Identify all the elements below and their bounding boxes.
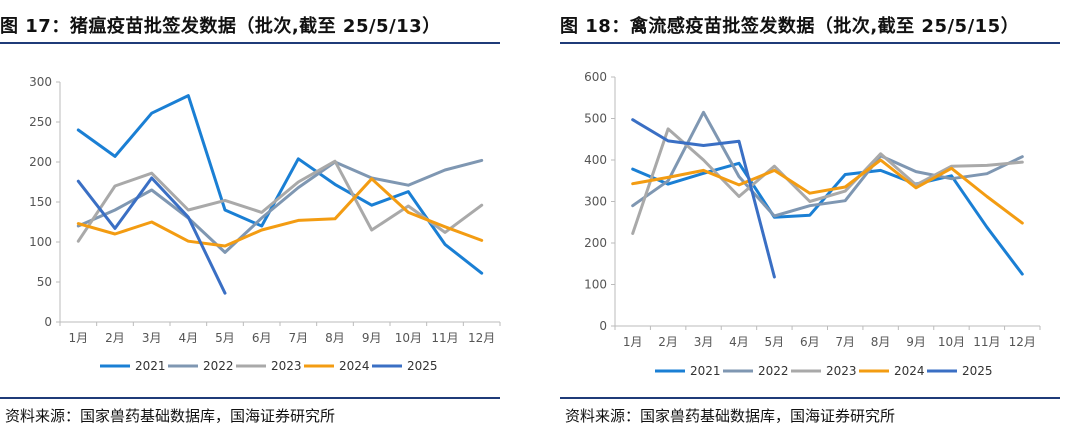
x-tick-label: 2月	[105, 331, 125, 345]
legend-label-2025: 2025	[407, 359, 438, 373]
source-rule	[560, 397, 1060, 399]
y-tick-label: 0	[599, 319, 607, 333]
x-tick-label: 10月	[395, 331, 422, 345]
x-tick-label: 8月	[325, 331, 345, 345]
chart-title: 图 18：禽流感疫苗批签发数据（批次,截至 25/5/15）	[560, 16, 1020, 37]
x-tick-label: 2月	[658, 335, 678, 349]
y-tick-label: 300	[29, 75, 52, 89]
legend-label-2023: 2023	[271, 359, 302, 373]
x-tick-label: 12月	[468, 331, 495, 345]
series-line-2022	[76, 158, 484, 254]
series-line-2021	[76, 94, 484, 275]
x-tick-label: 5月	[215, 331, 235, 345]
y-tick-label: 150	[29, 195, 52, 209]
x-tick-label: 9月	[906, 335, 926, 349]
y-tick-label: 600	[584, 70, 607, 84]
x-tick-label: 6月	[800, 335, 820, 349]
y-tick-label: 300	[584, 195, 607, 209]
x-tick-label: 11月	[973, 335, 1000, 349]
x-tick-label: 1月	[69, 331, 89, 345]
legend-label-2021: 2021	[690, 364, 721, 378]
series-line-2025	[76, 176, 227, 295]
y-tick-label: 400	[584, 153, 607, 167]
legend-label-2022: 2022	[758, 364, 789, 378]
y-tick-label: 100	[29, 235, 52, 249]
x-tick-label: 5月	[765, 335, 785, 349]
series-line-2025	[631, 118, 776, 279]
x-tick-label: 4月	[179, 331, 199, 345]
y-tick-label: 500	[584, 112, 607, 126]
title-rule	[0, 42, 500, 44]
x-tick-label: 3月	[694, 335, 714, 349]
y-tick-label: 0	[44, 315, 52, 329]
y-tick-label: 100	[584, 278, 607, 292]
x-tick-label: 9月	[362, 331, 382, 345]
legend-label-2023: 2023	[826, 364, 857, 378]
series-line-2024	[631, 158, 1024, 225]
x-tick-label: 8月	[871, 335, 891, 349]
source-rule	[0, 397, 500, 399]
chart-panel-pig-fever: 图 17：猪瘟疫苗批签发数据（批次,截至 25/5/13） 0 50 100 150 2…	[0, 0, 520, 447]
series-line-2024	[76, 177, 484, 248]
chart-panel-avian-flu: 图 18：禽流感疫苗批签发数据（批次,截至 25/5/15） 0 100 200 30…	[560, 0, 1080, 447]
source-note: 资料来源：国家兽药基础数据库，国海证券研究所	[565, 407, 896, 425]
legend-label-2025: 2025	[962, 364, 993, 378]
legend-label-2021: 2021	[135, 359, 166, 373]
title-rule	[560, 42, 1060, 44]
legend-label-2024: 2024	[894, 364, 925, 378]
x-tick-label: 7月	[289, 331, 309, 345]
y-tick-label: 200	[584, 236, 607, 250]
x-tick-label: 10月	[938, 335, 965, 349]
x-tick-label: 12月	[1009, 335, 1036, 349]
line-chart-pig-fever-vaccine: 0 50 100 150 200 250 300 1月 2月 3月 4月 5月 6月 7月 8月 9月 10月 1…	[29, 75, 501, 373]
series-line-2022	[631, 110, 1024, 218]
x-tick-label: 3月	[142, 331, 162, 345]
chart-title: 图 17：猪瘟疫苗批签发数据（批次,截至 25/5/13）	[0, 16, 441, 37]
y-tick-label: 250	[29, 115, 52, 129]
source-note: 资料来源：国家兽药基础数据库，国海证券研究所	[5, 407, 336, 425]
legend-label-2022: 2022	[203, 359, 234, 373]
line-chart-avian-flu-vaccine: 0 100 200 300 400 500 600 1月 2月 3月 4月 5月 6月 7月 8月 9月 10月…	[584, 70, 1041, 378]
y-tick-label: 50	[37, 275, 52, 289]
x-tick-label: 4月	[729, 335, 749, 349]
x-tick-label: 11月	[431, 331, 458, 345]
x-tick-label: 7月	[835, 335, 855, 349]
x-tick-label: 6月	[252, 331, 272, 345]
y-tick-label: 200	[29, 155, 52, 169]
legend-label-2024: 2024	[339, 359, 370, 373]
series-line-2023	[76, 159, 484, 243]
series-line-2023	[631, 127, 1024, 235]
x-tick-label: 1月	[623, 335, 643, 349]
